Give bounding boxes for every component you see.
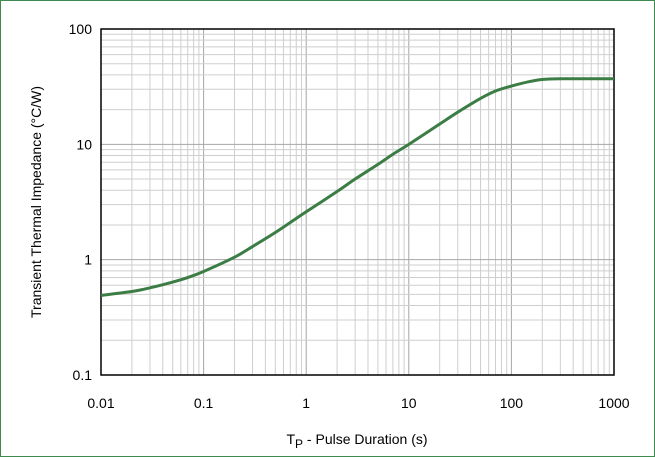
y-tick-label: 0.1 <box>73 367 93 383</box>
series-line <box>100 77 614 297</box>
y-tick-label: 100 <box>69 21 93 37</box>
x-axis-title-main: T <box>286 431 295 447</box>
x-axis-title-sub: P <box>295 437 303 451</box>
x-tick-label: 1000 <box>598 395 629 411</box>
x-axis-title: TP - Pulse Duration (s) <box>286 431 427 451</box>
y-tick-label: 1 <box>84 252 92 268</box>
x-axis-title-rest: - Pulse Duration (s) <box>303 431 427 447</box>
x-tick-label: 1 <box>302 395 310 411</box>
x-tick-label: 0.01 <box>87 395 114 411</box>
x-axis-ticks: 0.01 0.1 1 10 100 1000 <box>87 395 629 411</box>
y-tick-label: 10 <box>76 136 92 152</box>
x-tick-label: 10 <box>401 395 417 411</box>
x-tick-label: 0.1 <box>194 395 214 411</box>
y-axis-ticks: 0.1 1 10 100 <box>69 21 93 383</box>
y-axis-title: Transient Thermal Impedance (°C/W) <box>28 86 44 318</box>
plot-area <box>100 28 615 376</box>
x-tick-label: 100 <box>500 395 524 411</box>
